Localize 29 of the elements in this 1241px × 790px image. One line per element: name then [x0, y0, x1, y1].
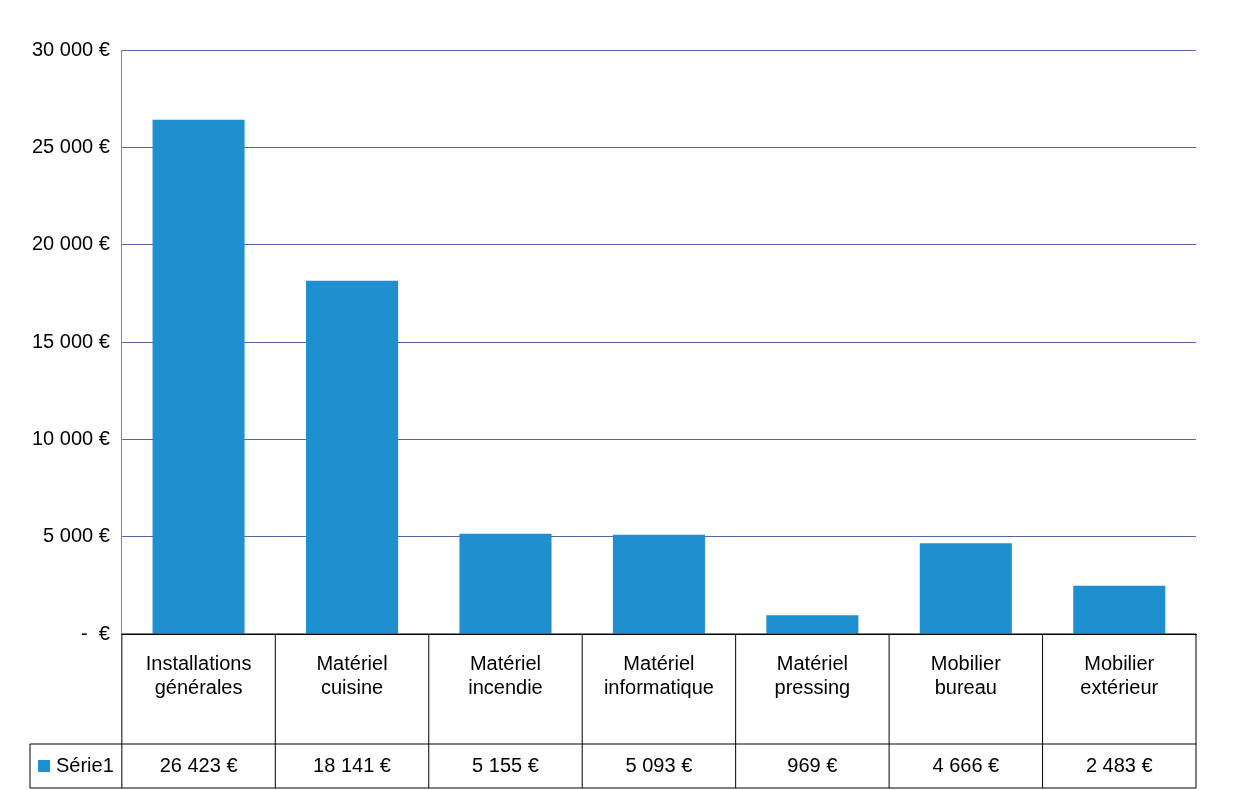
y-tick-label: 5 000 € [43, 524, 110, 547]
y-tick-label: 25 000 € [31, 134, 110, 157]
x-tick-label: Mobilier bureau [930, 651, 1002, 698]
bar [305, 280, 399, 634]
y-tick-label: 30 000 € [31, 37, 110, 60]
bar [1073, 585, 1166, 634]
x-tick-label: Matériel incendie [468, 651, 543, 698]
x-tick-label: Mobilier extérieur [1080, 651, 1159, 698]
x-tick-label: Installations générales [145, 651, 252, 698]
y-tick-label: - € [80, 621, 110, 644]
y-tick-label: 15 000 € [31, 329, 110, 352]
x-tick-label: Matériel cuisine [316, 651, 388, 698]
data-label: 26 423 € [159, 753, 238, 776]
x-tick-label: Matériel pressing [774, 651, 851, 698]
y-tick-label: 10 000 € [31, 426, 110, 449]
legend-label: Série1 [56, 753, 114, 776]
bar [766, 615, 859, 634]
bar [459, 533, 552, 634]
data-label: 5 093 € [625, 753, 693, 776]
bar [612, 534, 705, 634]
y-tick-label: 20 000 € [31, 232, 110, 255]
data-label: 4 666 € [932, 753, 1000, 776]
data-label: 5 155 € [472, 753, 539, 776]
bar [152, 119, 245, 634]
x-tick-label: Matériel informatique [603, 651, 714, 698]
bar [919, 543, 1012, 634]
data-label: 2 483 € [1085, 753, 1153, 776]
data-label: 18 141 € [313, 753, 391, 776]
data-label: 969 € [787, 753, 838, 776]
